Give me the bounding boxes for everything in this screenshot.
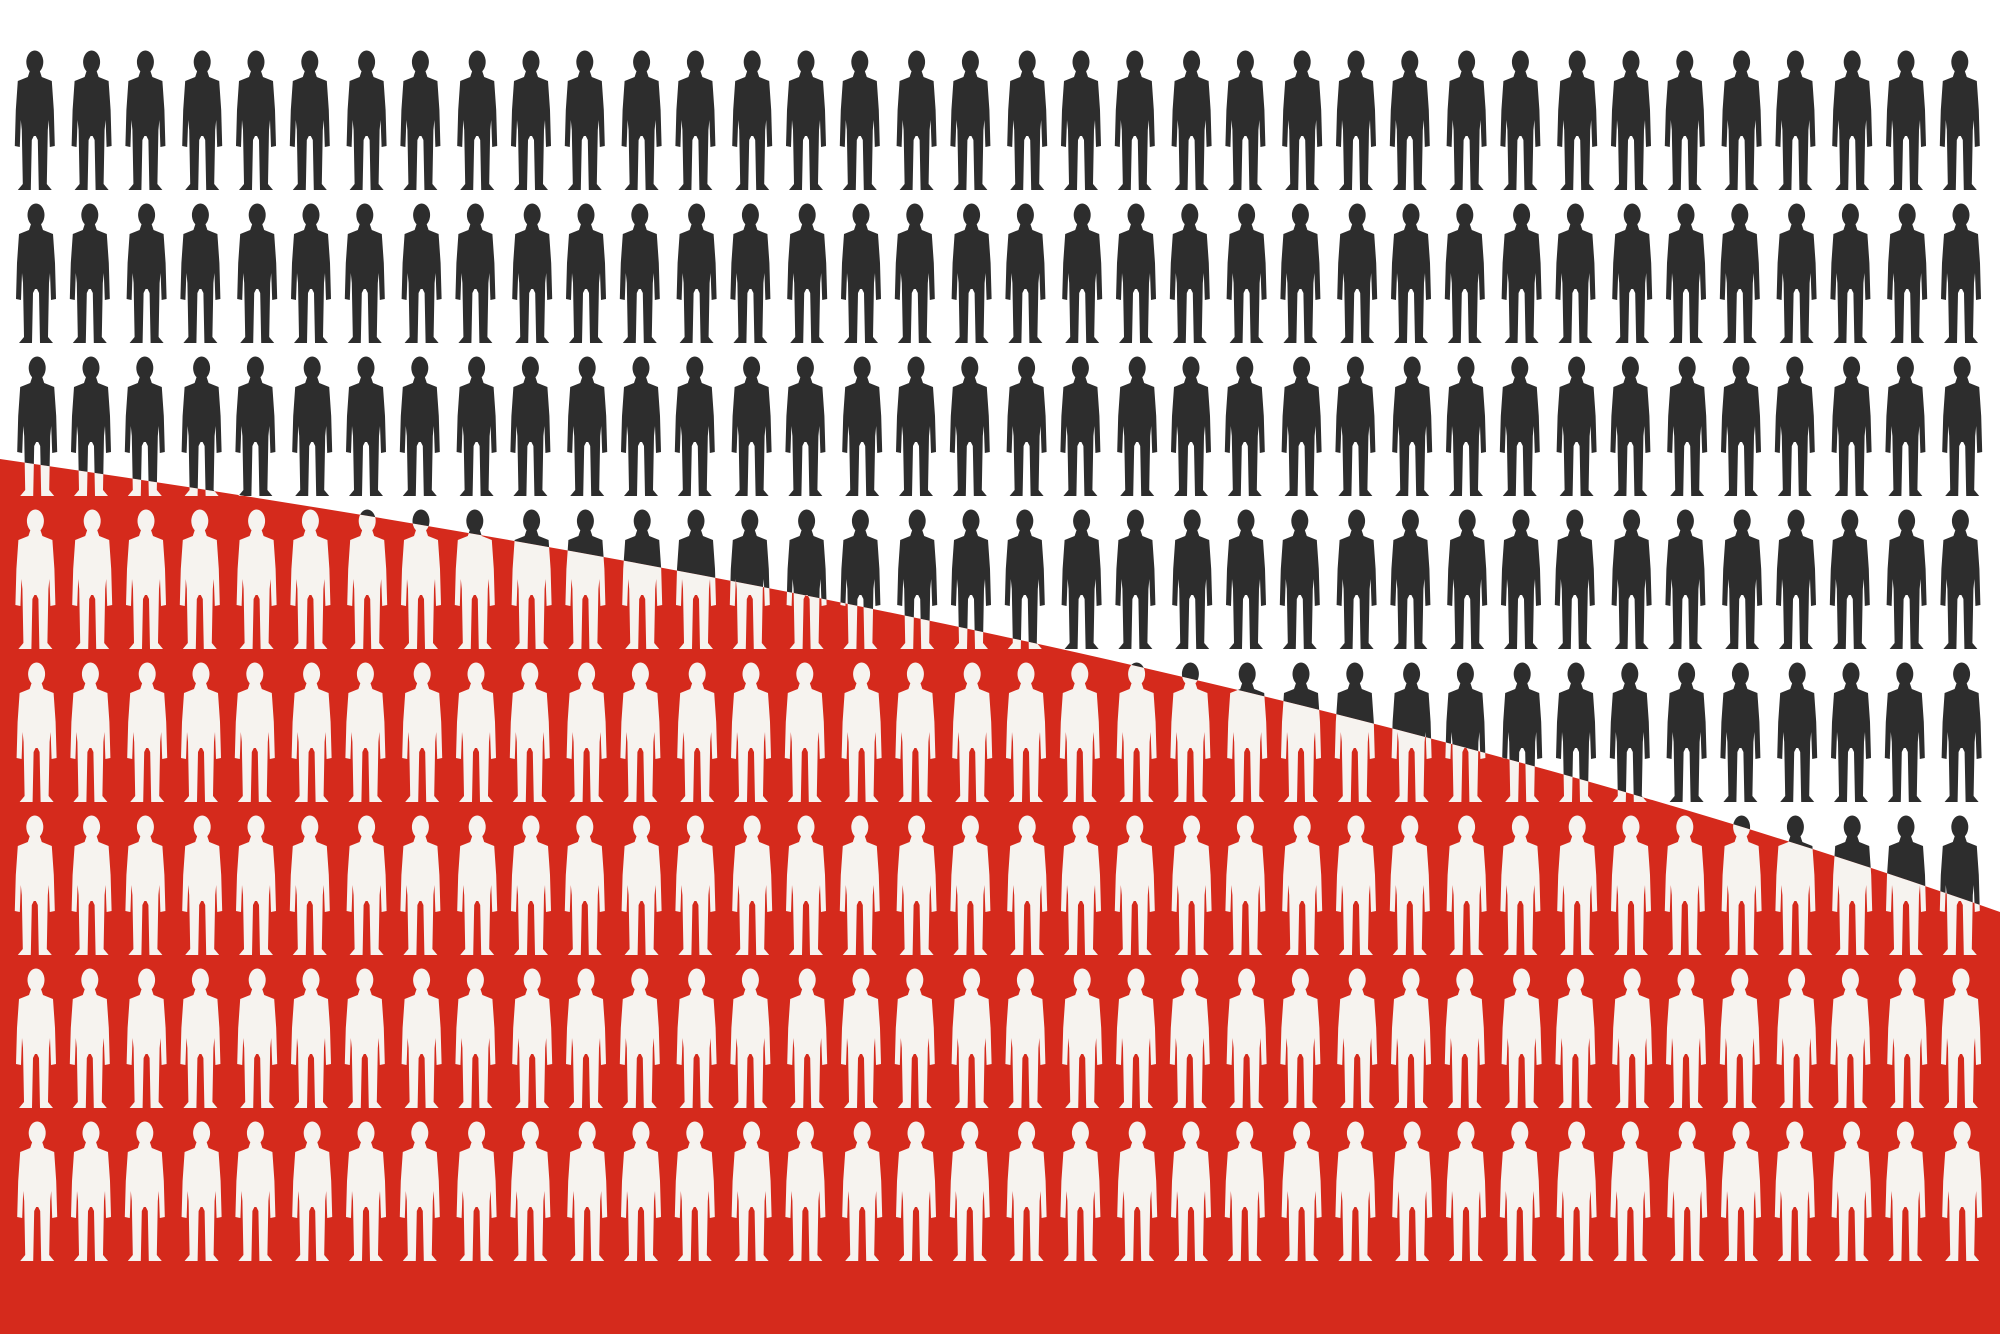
red-area: [0, 459, 2000, 1334]
